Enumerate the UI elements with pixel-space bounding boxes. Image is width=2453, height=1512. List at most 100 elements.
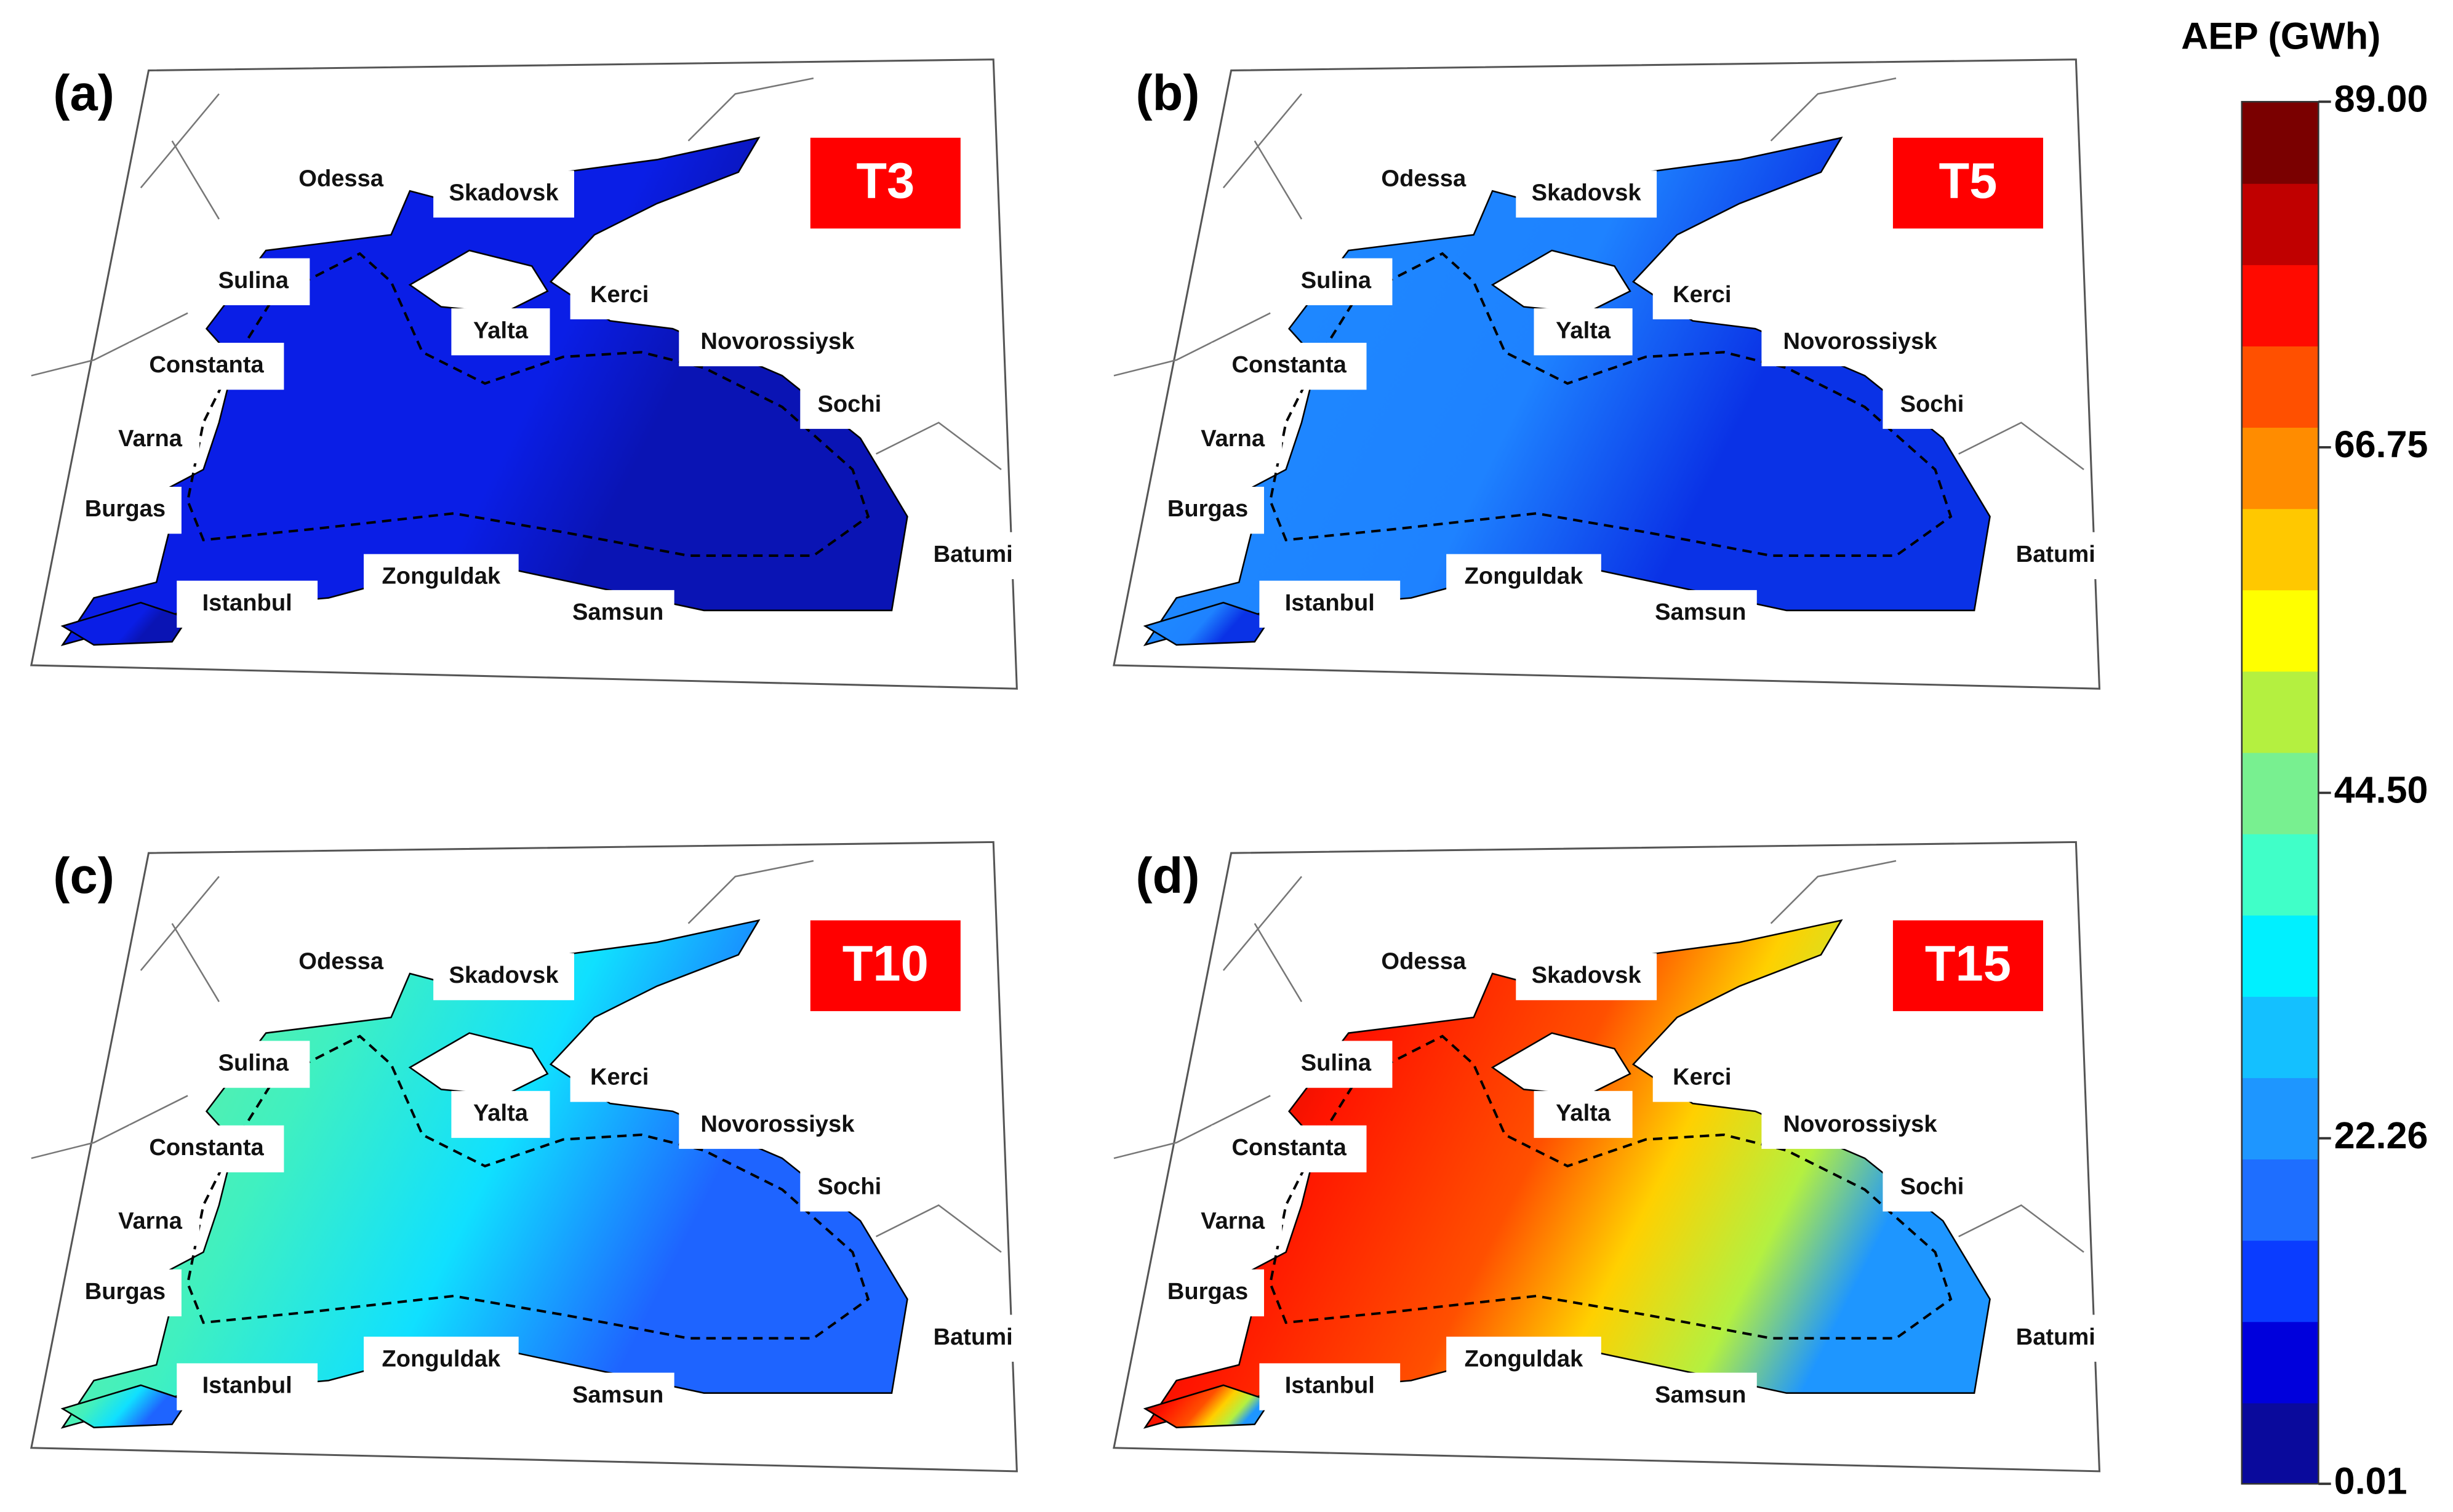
city-box [1883, 1164, 1982, 1212]
city-label: Kerci [1673, 1064, 1731, 1090]
colorbar-band [2241, 1239, 2319, 1322]
city-box [364, 554, 519, 601]
city-label: Novorossiysk [1783, 328, 1938, 354]
city-label: Samsun [572, 599, 663, 625]
city-box [451, 1090, 550, 1138]
city-box [177, 580, 318, 628]
city-label: Batumi [2016, 1324, 2095, 1350]
city-box [1644, 1372, 1757, 1420]
city-box [177, 1363, 318, 1410]
city-label: Zonguldak [1465, 563, 1583, 590]
map-panel: Odessa Skadovsk Sulina Kerci Yalta Novorossiy… [1113, 841, 2112, 1473]
panel-label: (a) [53, 65, 114, 121]
city-box [1446, 1337, 1601, 1384]
colorbar-band [2241, 264, 2319, 346]
city-label: Burgas [85, 495, 166, 522]
colorbar-band [2241, 345, 2319, 428]
city-label: Sochi [817, 391, 881, 417]
colorbar-tick-label: 89.00 [2334, 78, 2428, 119]
city-box [100, 416, 200, 463]
city-label: Odessa [1381, 166, 1467, 192]
colorbar-band [2241, 1158, 2319, 1241]
colorbar-band [2241, 426, 2319, 510]
city-label: Kerci [590, 281, 649, 308]
city-label: Zonguldak [382, 563, 501, 590]
depth-contour [1269, 252, 1953, 557]
turbine-badge [1892, 137, 2043, 229]
city-box [433, 170, 574, 218]
city-box [1211, 1125, 1367, 1173]
city-box [364, 1337, 519, 1384]
city-label: Novorossiysk [700, 328, 855, 354]
crimea [408, 1032, 549, 1097]
city-box [916, 532, 1030, 580]
city-box [1183, 416, 1283, 463]
city-box [284, 939, 398, 986]
marmara [60, 601, 190, 646]
city-box [1446, 554, 1601, 601]
city-label: Sulina [218, 1050, 289, 1076]
city-label: Zonguldak [382, 1345, 501, 1372]
city-label: Constanta [1232, 1134, 1347, 1161]
city-box [1644, 590, 1757, 638]
colorbar-band [2241, 183, 2319, 265]
city-label: Istanbul [202, 590, 292, 616]
city-label: Varna [1201, 1208, 1265, 1234]
city-box [561, 1372, 674, 1420]
city-box [1279, 258, 1393, 305]
turbine-badge [810, 137, 961, 229]
marmara [1143, 601, 1272, 646]
crimea [408, 249, 549, 314]
city-box [1259, 580, 1401, 628]
city-label: Odessa [298, 166, 384, 192]
city-label: Burgas [1167, 1278, 1248, 1305]
city-label: Samsun [1655, 1382, 1746, 1408]
colorbar-band [2241, 671, 2319, 753]
turbine-label: T3 [856, 153, 914, 209]
city-box [1151, 487, 1265, 534]
map-panel: Odessa Skadovsk Sulina Kerci Yalta Novorossiy… [1113, 58, 2112, 690]
depth-contour [186, 1034, 870, 1340]
city-label: Novorossiysk [700, 1111, 855, 1137]
city-box [1534, 1090, 1633, 1138]
city-label: Sulina [1301, 1050, 1372, 1076]
colorbar-tick-label: 22.26 [2334, 1114, 2428, 1156]
colorbar-tick-label: 44.50 [2334, 769, 2428, 811]
city-box [129, 343, 284, 390]
city-box [1367, 939, 1480, 986]
city-label: Burgas [1167, 495, 1248, 522]
colorbar-band [2241, 589, 2319, 672]
map-panel: Odessa Skadovsk Sulina Kerci Yalta Novorossiy… [30, 841, 1030, 1473]
city-label: Novorossiysk [1783, 1111, 1938, 1137]
crimea [1491, 1032, 1631, 1097]
city-label: Constanta [149, 1134, 264, 1161]
city-box [68, 487, 182, 534]
city-label: Sulina [218, 267, 289, 294]
city-label: Batumi [934, 541, 1013, 567]
city-box [1151, 1269, 1265, 1317]
city-label: Sochi [1900, 391, 1964, 417]
panel-label: (b) [1136, 65, 1200, 121]
colorbar-tick-label: 0.01 [2334, 1460, 2407, 1502]
city-label: Odessa [298, 948, 384, 974]
city-label: Yalta [1556, 1100, 1611, 1126]
colorbar-band [2241, 508, 2319, 591]
colorbar-band [2241, 833, 2319, 916]
city-box [197, 258, 310, 305]
turbine-label: T5 [1939, 153, 1997, 209]
turbine-label: T15 [1925, 935, 2011, 991]
city-box [1259, 1363, 1401, 1410]
colorbar-tick-label: 66.75 [2334, 423, 2428, 465]
city-label: Sochi [817, 1174, 881, 1200]
city-label: Batumi [934, 1324, 1013, 1350]
turbine-badge [810, 920, 961, 1012]
colorbar-band [2241, 752, 2319, 834]
city-label: Burgas [85, 1278, 166, 1305]
city-box [1761, 1102, 1959, 1149]
map-panel: Odessa Skadovsk Sulina Kerci Yalta Novorossiy… [30, 58, 1030, 690]
city-box [1516, 170, 1657, 218]
city-label: Samsun [572, 1382, 663, 1408]
city-box [1534, 308, 1633, 356]
